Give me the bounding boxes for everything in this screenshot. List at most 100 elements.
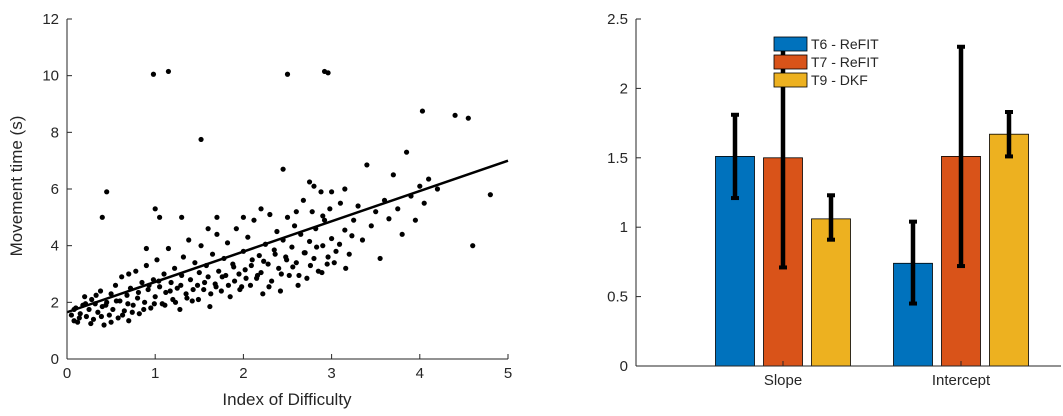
scatter-point	[196, 269, 202, 276]
scatter-point	[309, 209, 315, 215]
scatter-point	[113, 298, 119, 304]
scatter-y-tick-label: 0	[51, 351, 59, 368]
bar-y-tick-label: 1	[620, 219, 628, 236]
scatter-point	[172, 265, 178, 271]
scatter-point	[187, 277, 194, 283]
scatter-point	[364, 162, 370, 168]
scatter-point	[165, 245, 172, 252]
legend: T6 - ReFIT T7 - ReFIT T9 - DKF	[773, 36, 879, 88]
scatter-point	[121, 308, 127, 314]
scatter-point	[219, 274, 225, 280]
scatter-x-tick-label: 0	[63, 365, 71, 382]
legend-label: T9 - DKF	[811, 72, 868, 88]
scatter-point	[421, 200, 427, 206]
scatter-y-tick-label: 4	[51, 238, 59, 255]
bar	[715, 156, 755, 367]
scatter-point	[329, 235, 335, 242]
scatter-point	[126, 271, 132, 277]
scatter-point	[88, 320, 94, 327]
scatter-point	[141, 306, 147, 313]
scatter-point	[208, 291, 214, 297]
scatter-point	[112, 282, 119, 288]
scatter-point	[258, 206, 264, 212]
scatter-point	[395, 206, 401, 212]
scatter-point	[465, 115, 471, 121]
scatter-x-tick-label: 5	[504, 365, 512, 382]
scatter-y-tick-label: 2	[51, 294, 59, 311]
scatter-point	[214, 214, 220, 220]
scatter-point	[386, 216, 392, 222]
scatter-point	[333, 248, 339, 254]
scatter-point	[198, 136, 204, 143]
scatter-point	[254, 272, 261, 279]
scatter-point	[134, 295, 141, 301]
scatter-point	[77, 311, 83, 317]
scatter-point	[174, 285, 180, 291]
scatter-point	[284, 214, 291, 220]
scatter-point	[260, 291, 266, 297]
scatter-point	[180, 254, 187, 260]
bar-chart: 0 0.5 1 1.5 2 2.5 Slope Intercept T6 - ReFIT T7 …	[607, 11, 1061, 389]
scatter-point	[269, 278, 275, 284]
scatter-point	[82, 294, 88, 300]
scatter-point	[186, 237, 192, 243]
scatter-point	[266, 284, 272, 290]
scatter-point	[307, 262, 314, 269]
scatter-point	[272, 251, 278, 257]
scatter-point	[276, 265, 282, 271]
scatter-point	[487, 192, 493, 198]
scatter-point	[143, 262, 149, 269]
scatter-point	[243, 275, 249, 281]
scatter-point	[95, 309, 101, 315]
scatter-point	[296, 272, 302, 279]
scatter-point	[325, 254, 331, 260]
scatter-point	[216, 268, 222, 274]
scatter-point	[103, 302, 109, 308]
scatter-point	[119, 274, 125, 280]
scatter-point	[104, 189, 110, 195]
scatter-point	[184, 295, 190, 301]
scatter-point	[207, 303, 213, 310]
scatter-x-tick-label: 4	[416, 365, 424, 382]
scatter-point	[258, 269, 264, 276]
scatter-point	[154, 257, 160, 263]
scatter-point	[325, 70, 331, 76]
bar-series	[715, 133, 1029, 367]
legend-swatch	[773, 36, 808, 52]
bar-category-label: Slope	[764, 372, 802, 389]
scatter-point	[108, 291, 114, 297]
scatter-point	[68, 312, 75, 318]
scatter-point	[192, 260, 198, 266]
scatter-point	[90, 316, 97, 322]
scatter-x-tick-label: 3	[327, 365, 335, 382]
scatter-point	[320, 213, 326, 219]
scatter-point	[201, 286, 207, 293]
scatter-point	[346, 251, 352, 257]
scatter-point	[327, 206, 333, 212]
scatter-point	[108, 319, 114, 325]
scatter-point	[165, 68, 172, 75]
scatter-point	[124, 292, 130, 298]
scatter-point	[189, 298, 195, 304]
scatter-point	[349, 233, 355, 239]
scatter-point	[336, 241, 343, 247]
scatter-point	[190, 286, 196, 293]
scatter-point	[311, 255, 317, 262]
scatter-point	[195, 296, 202, 303]
scatter-point	[300, 197, 306, 203]
scatter-point	[318, 189, 324, 195]
bar-category-label: Intercept	[932, 372, 991, 389]
scatter-point	[293, 260, 299, 266]
scatter-point	[377, 255, 383, 262]
scatter-point	[218, 288, 224, 294]
scatter-point	[148, 305, 154, 311]
scatter-point	[249, 257, 255, 263]
scatter-y-tick-label: 6	[51, 181, 59, 198]
scatter-point	[129, 309, 135, 315]
scatter-point	[319, 269, 325, 276]
scatter-point	[290, 264, 296, 270]
scatter-point	[236, 271, 242, 277]
